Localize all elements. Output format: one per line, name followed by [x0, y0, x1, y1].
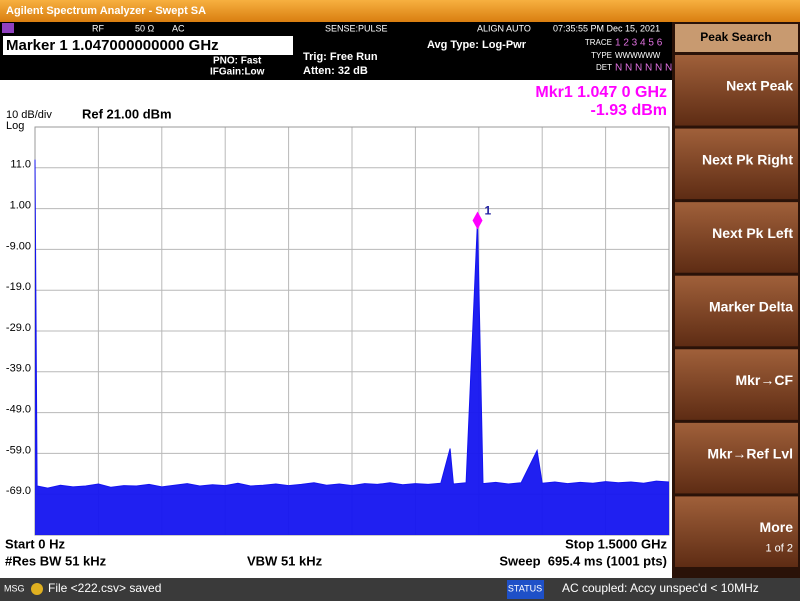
softkey-label[interactable]: Mkr→Ref Lvl — [707, 446, 793, 462]
plot: 11.0 1.00 -9.00 -19.0 -29.0 -39.0 -49.0 -59.0 -6… — [6, 126, 670, 536]
sweep: Sweep 695.4 ms (1001 pts) — [499, 553, 667, 568]
rf: RF — [92, 23, 104, 33]
softkey[interactable] — [675, 202, 798, 273]
type-list: WWWWWW — [615, 51, 661, 60]
marker-label: 1 — [485, 204, 492, 218]
sense: SENSE:PULSE — [325, 23, 388, 33]
softkey[interactable] — [675, 496, 798, 567]
y-tick-label: -59.0 — [6, 444, 31, 456]
trig: Trig: Free Run — [303, 51, 378, 63]
align: ALIGN AUTO — [477, 23, 531, 33]
marker — [472, 211, 483, 230]
stop-freq: Stop 1.5000 GHz — [565, 536, 667, 551]
status-text: AC coupled: Accy unspec'd < 10MHz — [562, 581, 759, 595]
det-label: DET — [596, 63, 612, 72]
info-icon — [31, 583, 43, 595]
trace-label: TRACE — [585, 38, 612, 47]
softkey[interactable] — [675, 422, 798, 494]
softkey[interactable] — [675, 55, 798, 126]
message: File <222.csv> saved — [48, 581, 161, 595]
y-tick-label: -29.0 — [6, 322, 31, 334]
status-label: STATUS — [508, 583, 542, 593]
softkeys: Next Peak Next Pk Right Next Pk Left Marker… — [675, 55, 798, 567]
y-tick-label: -49.0 — [6, 404, 31, 416]
marker-freq: Mkr1 1.047 0 GHz — [535, 84, 667, 101]
marker-box — [3, 36, 293, 55]
trace-list: 1 2 3 4 5 6 — [615, 38, 663, 49]
softkey-title: Peak Search — [700, 30, 771, 44]
softkey-label[interactable]: Next Peak — [726, 78, 793, 94]
message-bar — [0, 578, 800, 601]
datetime: 07:35:55 PM Dec 15, 2021 — [553, 23, 660, 33]
ref-level: Ref 21.00 dBm — [82, 106, 172, 121]
type-label: TYPE — [591, 51, 612, 60]
rbw: #Res BW 51 kHz — [5, 553, 107, 568]
title-bar — [0, 0, 800, 22]
y-tick-label: -9.00 — [6, 240, 31, 252]
title: Agilent Spectrum Analyzer - Swept SA — [6, 5, 206, 17]
atten: Atten: 32 dB — [303, 65, 368, 77]
vbw: VBW 51 kHz — [247, 553, 323, 568]
scale: 10 dB/div — [6, 109, 52, 121]
trace — [34, 159, 670, 489]
det-list: N N N N N N — [615, 63, 672, 74]
y-tick-label: 11.0 — [10, 159, 31, 171]
y-tick-label: -39.0 — [6, 363, 31, 375]
softkey-label[interactable]: Next Pk Right — [702, 151, 793, 167]
marker-level: -1.93 dBm — [591, 102, 667, 119]
noise-fill — [35, 159, 669, 535]
coupling: AC — [172, 23, 185, 33]
logo — [2, 23, 14, 33]
y-tick-label: -69.0 — [6, 485, 31, 497]
marker-setting: Marker 1 1.047000000000 GHz — [6, 37, 219, 54]
softkey[interactable] — [675, 128, 798, 200]
log-label: Log — [6, 120, 24, 132]
pno: PNO: Fast — [213, 56, 262, 67]
softkey[interactable] — [675, 349, 798, 420]
softkey-page: 1 of 2 — [765, 542, 793, 554]
y-tick-label: 1.00 — [10, 200, 31, 212]
ifgain: IFGain:Low — [210, 67, 265, 78]
softkey-label[interactable]: More — [760, 519, 794, 535]
softkey-label[interactable]: Mkr→CF — [735, 372, 793, 388]
status-box — [507, 580, 544, 599]
impedance: 50 Ω — [135, 23, 155, 33]
softkey-title-bg — [675, 24, 798, 52]
softkey-label[interactable]: Next Pk Left — [712, 225, 793, 241]
msg-label: MSG — [4, 583, 25, 593]
softkey[interactable] — [675, 275, 798, 347]
avg-type: Avg Type: Log-Pwr — [427, 39, 527, 51]
start-freq: Start 0 Hz — [5, 536, 65, 551]
softkey-label[interactable]: Marker Delta — [709, 298, 793, 314]
y-tick-label: -19.0 — [6, 281, 31, 293]
